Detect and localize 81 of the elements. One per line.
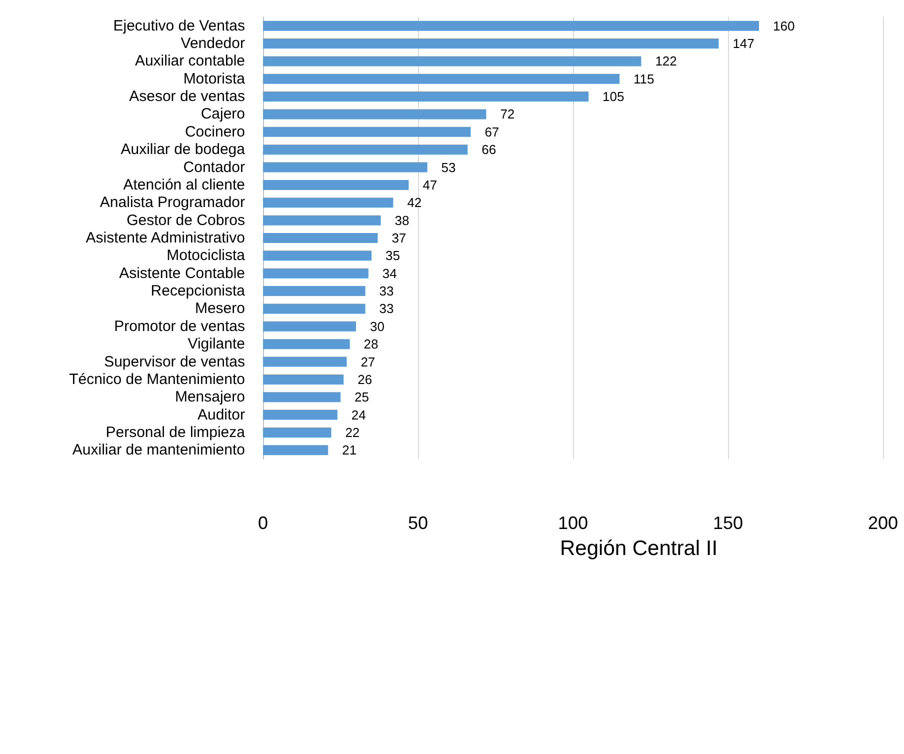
y-tick-label: Vigilante [188,336,245,353]
y-tick-label: Auditor [197,406,245,424]
bar [263,20,759,31]
bar [263,198,394,208]
y-tick-label: Asistente Contable [119,264,245,282]
y-tick-label: Técnico de Mantenimiento [69,370,245,388]
data-label: 25 [354,390,369,405]
data-label: 53 [441,160,456,175]
data-label: 67 [484,124,500,140]
y-tick-label: Ejecutivo de Ventas [113,17,245,34]
x-tick-label: 50 [408,513,428,533]
text: Región Central II [560,537,718,560]
bar [263,92,588,102]
y-tick-label: Analista Programador [100,194,245,212]
bar [263,144,468,155]
bar [263,427,332,438]
data-label: 22 [345,424,360,440]
bar [263,356,347,367]
y-tick-label: Mesero [194,300,245,318]
data-label: 160 [773,18,795,34]
y-tick-label: Cajero [200,106,245,123]
data-label: 35 [386,248,400,264]
x-tick-label: 100 [558,513,588,533]
bar [263,250,372,261]
x-tick-label: 150 [712,513,744,533]
y-tick-label: Gestor de Cobros [126,212,245,229]
data-label: 66 [482,142,496,158]
y-tick-label: Asesor de ventas [129,88,245,106]
data-label: 26 [358,372,372,387]
bar [263,374,344,384]
y-tick-label: Cocinero [184,123,245,140]
data-label: 105 [602,89,624,104]
data-label: 24 [351,407,366,422]
bar [263,233,378,243]
bar [263,445,328,456]
bar [263,268,368,278]
bar [263,321,356,332]
bar [263,56,642,66]
y-tick-label: Asistente Administrativo [86,230,245,246]
bar [263,304,366,314]
data-label: 33 [379,301,394,316]
data-label: 47 [422,177,438,192]
data-label: 147 [732,36,754,52]
data-label: 28 [364,336,378,352]
y-tick-label: Supervisor de ventas [104,353,245,370]
bar [263,410,338,420]
bar [263,286,366,296]
data-label: 42 [407,195,422,210]
bar [263,38,719,49]
bar [263,109,486,120]
data-label: 30 [370,318,384,334]
y-tick-label: Vendedor [180,35,245,52]
x-tick-label: 0 [258,513,268,533]
y-tick-label: Motociclista [166,247,246,264]
data-label: 21 [342,442,357,458]
bar [263,162,428,172]
data-label: 38 [394,212,410,228]
data-label: 27 [360,354,376,370]
data-label: 34 [382,266,397,281]
data-label: 72 [500,106,515,122]
bar [263,392,340,402]
bar [263,74,620,84]
y-tick-label: Personal de limpieza [106,424,246,441]
y-tick-label: Contador [183,158,245,176]
data-label: 37 [392,230,406,246]
y-tick-label: Recepcionista [150,282,246,300]
bar [263,180,409,190]
y-tick-label: Atención al cliente [123,176,245,194]
bar [263,215,381,226]
bar [263,339,350,350]
data-label: 122 [655,54,677,69]
y-tick-label: Auxiliar de bodega [120,141,246,158]
y-tick-label: Motorista [183,70,246,88]
x-tick-label: 200 [868,513,898,533]
bar [263,126,471,137]
y-tick-label: Auxiliar contable [134,52,245,70]
y-tick-label: Mensajero [174,388,245,406]
data-label: 115 [634,71,654,86]
y-tick-label: Auxiliar de mantenimiento [72,442,245,459]
data-label: 33 [379,284,394,299]
y-tick-label: Promotor de ventas [114,318,245,335]
